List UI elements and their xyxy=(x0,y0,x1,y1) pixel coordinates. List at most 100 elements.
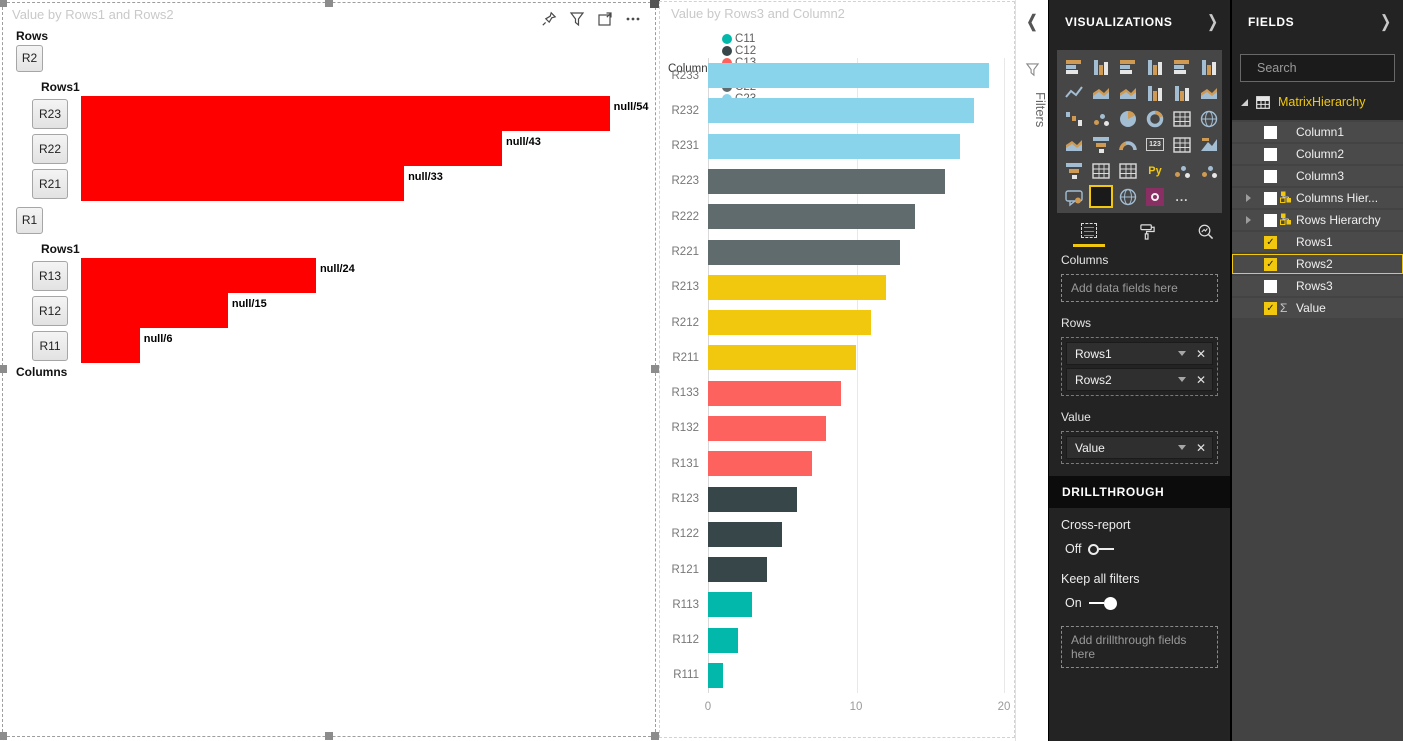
bar-R132[interactable] xyxy=(708,415,827,441)
cross-report-toggle[interactable] xyxy=(1088,543,1115,555)
tab-fields[interactable] xyxy=(1071,221,1107,247)
field-pill-Rows2[interactable]: Rows2 ✕ xyxy=(1066,368,1213,391)
filter-icon[interactable] xyxy=(569,11,585,27)
collapse-pane-chevron-icon[interactable]: ❯ xyxy=(1380,11,1391,32)
expand-collapse-triangle-icon[interactable] xyxy=(1241,98,1248,106)
line-chart-icon[interactable] xyxy=(1062,81,1086,104)
bar-R212[interactable] xyxy=(708,310,871,336)
resize-handle[interactable] xyxy=(0,732,7,740)
ribbon-chart-icon[interactable] xyxy=(1197,81,1221,104)
stacked-bar-chart-icon[interactable] xyxy=(1062,55,1086,78)
row-button-R12[interactable]: R12 xyxy=(32,295,68,326)
legend-item-C12[interactable]: C12 xyxy=(722,45,756,57)
arcgis-map-icon[interactable] xyxy=(1116,185,1140,208)
row-button-R11[interactable]: R11 xyxy=(32,330,68,361)
bar-chart-visual[interactable]: Value by Rows3 and Column2 Column2 C11 C1… xyxy=(659,1,1015,738)
field-checkbox[interactable] xyxy=(1264,191,1277,205)
pin-icon[interactable] xyxy=(541,11,557,27)
expand-arrow-icon[interactable] xyxy=(1246,216,1251,224)
card-icon[interactable]: 123 xyxy=(1143,133,1167,156)
field-search[interactable] xyxy=(1240,54,1403,82)
chevron-down-icon[interactable] xyxy=(1177,377,1186,382)
bar-R122[interactable] xyxy=(708,521,782,547)
matrix-hierarchy-visual[interactable]: Value by Rows1 and Rows2 Rows R2 Rows1 R23… xyxy=(0,0,660,740)
resize-handle[interactable] xyxy=(651,732,659,740)
field-row-Rows3[interactable]: Rows3 xyxy=(1232,276,1403,296)
python-visual-icon[interactable]: Py xyxy=(1148,164,1162,177)
line-clustered-column-chart-icon[interactable] xyxy=(1170,81,1194,104)
field-pill-Rows1[interactable]: Rows1 ✕ xyxy=(1066,342,1213,365)
bar-R123[interactable] xyxy=(708,486,797,512)
bar-R133[interactable] xyxy=(708,380,842,406)
resize-handle[interactable] xyxy=(325,732,333,740)
table-icon[interactable] xyxy=(1089,159,1113,182)
bar-R11[interactable] xyxy=(81,328,140,363)
filters-rail-label[interactable]: Filters xyxy=(1033,92,1048,128)
blank-custom-visual-icon[interactable] xyxy=(1089,185,1113,208)
tab-format[interactable] xyxy=(1129,221,1165,247)
get-more-visuals-icon[interactable]: ... xyxy=(1175,189,1189,204)
field-pill-Value[interactable]: Value ✕ xyxy=(1066,436,1213,459)
resize-handle[interactable] xyxy=(325,0,333,7)
bar-R22[interactable] xyxy=(81,131,502,166)
field-row-Column3[interactable]: Column3 xyxy=(1232,166,1403,186)
bar-R213[interactable] xyxy=(708,274,886,300)
rows-well[interactable]: Rows1 ✕ Rows2 ✕ xyxy=(1061,337,1218,396)
funnel-icon[interactable] xyxy=(1089,133,1113,156)
qa-visual-icon[interactable] xyxy=(1062,185,1086,208)
search-input[interactable] xyxy=(1257,61,1403,75)
field-checkbox[interactable]: ✓ xyxy=(1264,257,1277,271)
clustered-column-chart-icon[interactable] xyxy=(1143,55,1167,78)
bar-R232[interactable] xyxy=(708,98,975,124)
stacked-column-chart-icon[interactable] xyxy=(1089,55,1113,78)
tab-analytics[interactable] xyxy=(1187,221,1223,247)
expand-arrow-icon[interactable] xyxy=(1246,194,1251,202)
clustered-bar-chart-icon[interactable] xyxy=(1116,55,1140,78)
columns-well-dropzone[interactable]: Add data fields here xyxy=(1061,274,1218,302)
bar-R13[interactable] xyxy=(81,258,316,293)
bar-R113[interactable] xyxy=(708,592,753,618)
focus-mode-icon[interactable] xyxy=(597,11,613,27)
value-well[interactable]: Value ✕ xyxy=(1061,431,1218,464)
line-stacked-column-chart-icon[interactable] xyxy=(1143,81,1167,104)
treemap-icon[interactable] xyxy=(1170,107,1194,130)
map-icon[interactable] xyxy=(1197,107,1221,130)
resize-handle[interactable] xyxy=(651,365,659,373)
bar-R231[interactable] xyxy=(708,133,960,159)
area-chart-icon[interactable] xyxy=(1089,81,1113,104)
field-checkbox[interactable]: ✓ xyxy=(1264,235,1277,249)
slicer-icon[interactable] xyxy=(1062,159,1086,182)
stacked-area-chart-icon[interactable] xyxy=(1116,81,1140,104)
donut-chart-icon[interactable] xyxy=(1143,107,1167,130)
matrix-icon[interactable] xyxy=(1116,159,1140,182)
chevron-down-icon[interactable] xyxy=(1177,445,1186,450)
legend-item-C11[interactable]: C11 xyxy=(722,33,756,45)
field-checkbox[interactable] xyxy=(1264,169,1277,183)
100-stacked-bar-chart-icon[interactable] xyxy=(1170,55,1194,78)
waterfall-chart-icon[interactable] xyxy=(1062,107,1086,130)
row-button-R13[interactable]: R13 xyxy=(32,260,68,291)
bar-R112[interactable] xyxy=(708,627,738,653)
drillthrough-dropzone[interactable]: Add drillthrough fields here xyxy=(1061,626,1218,668)
chevron-down-icon[interactable] xyxy=(1177,351,1186,356)
field-checkbox[interactable] xyxy=(1264,147,1277,161)
resize-handle[interactable] xyxy=(650,0,660,8)
more-options-icon[interactable] xyxy=(625,11,641,27)
bar-R23[interactable] xyxy=(81,96,610,131)
pie-chart-icon[interactable] xyxy=(1116,107,1140,130)
scatter-chart-icon[interactable] xyxy=(1089,107,1113,130)
field-checkbox[interactable] xyxy=(1264,213,1277,227)
bar-R221[interactable] xyxy=(708,239,901,265)
remove-field-icon[interactable]: ✕ xyxy=(1195,372,1206,387)
table-node-matrixhierarchy[interactable]: MatrixHierarchy xyxy=(1232,90,1403,114)
row-button-R22[interactable]: R22 xyxy=(32,133,68,164)
group-button-R2[interactable]: R2 xyxy=(16,45,43,72)
row-button-R23[interactable]: R23 xyxy=(32,98,68,129)
gauge-icon[interactable] xyxy=(1116,133,1140,156)
multi-row-card-icon[interactable] xyxy=(1170,133,1194,156)
field-row-Column1[interactable]: Column1 xyxy=(1232,122,1403,142)
group-button-R1[interactable]: R1 xyxy=(16,207,43,234)
row-button-R21[interactable]: R21 xyxy=(32,168,68,199)
kpi-icon[interactable] xyxy=(1197,133,1221,156)
100-stacked-column-chart-icon[interactable] xyxy=(1197,55,1221,78)
